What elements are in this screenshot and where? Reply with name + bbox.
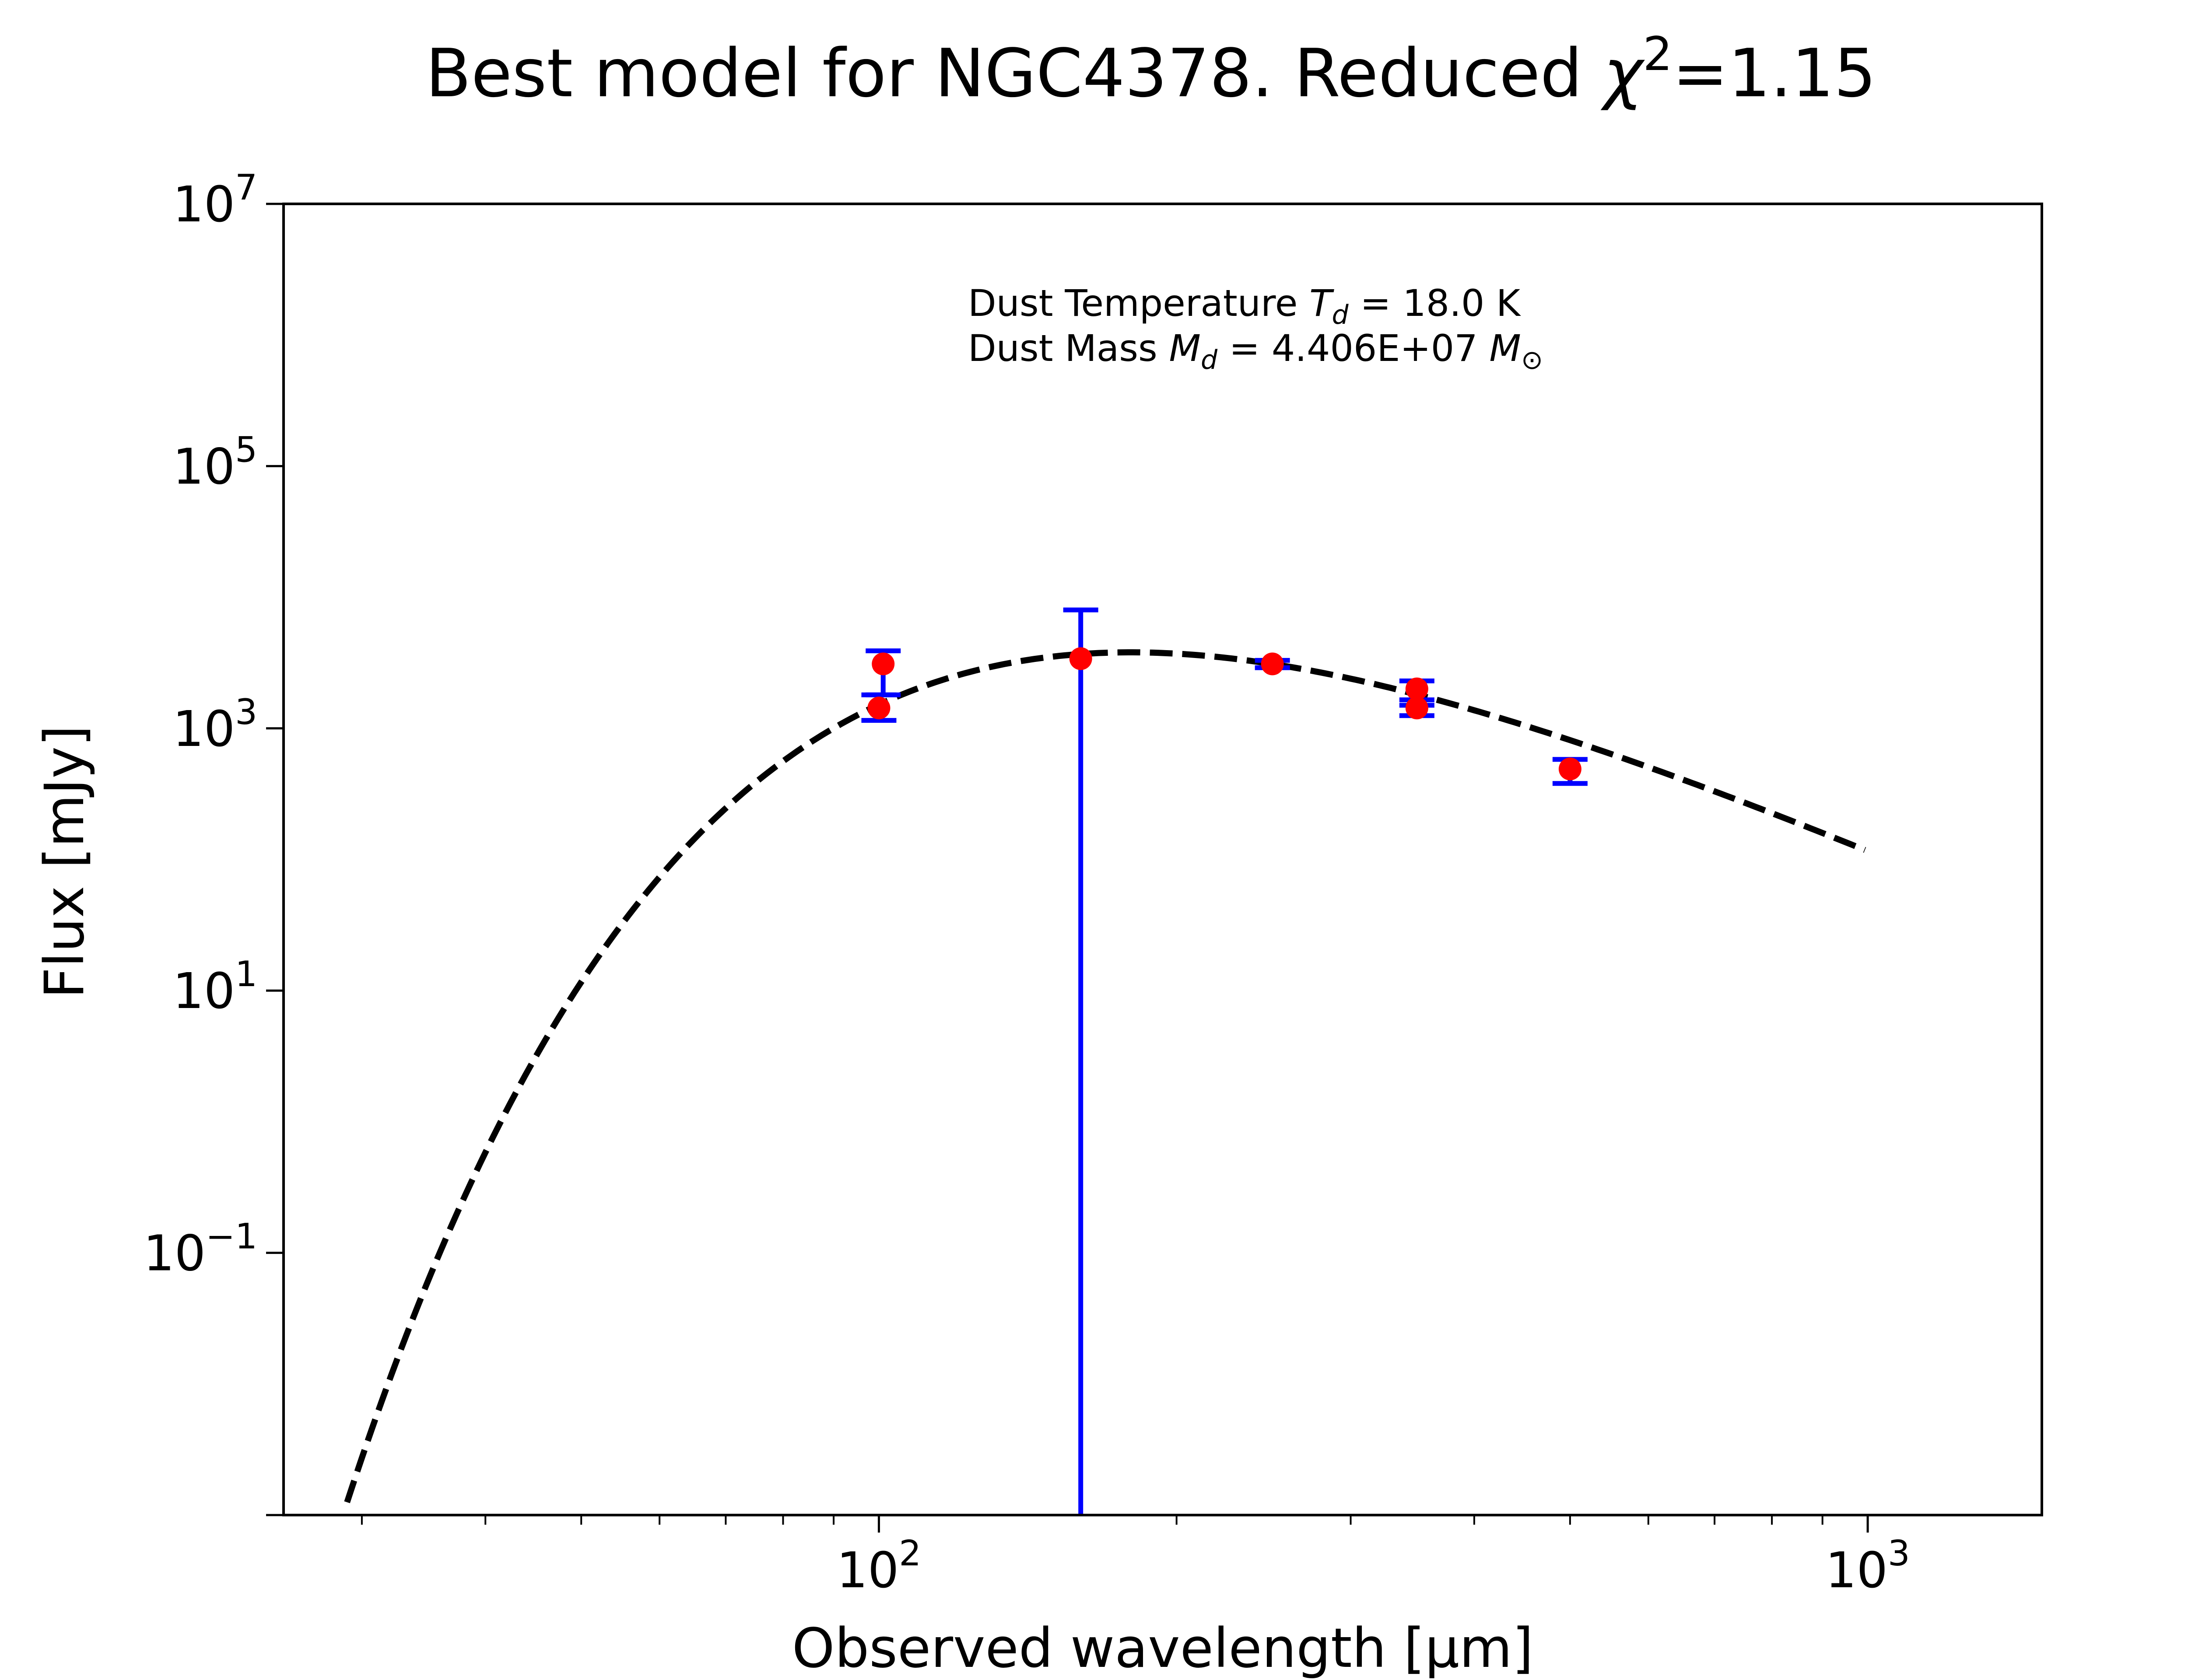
y-tick-label: 105 [173, 429, 257, 495]
data-point [1261, 652, 1284, 676]
x-axis-ticks: 102 103 [361, 1515, 1910, 1599]
dust-temperature-label: Dust Temperature Td = 18.0 K [968, 282, 1521, 330]
y-axis-ticks: 10−1 101 103 105 107 [144, 167, 284, 1516]
y-axis-label: Flux [mJy] [33, 725, 96, 999]
fit-annotation: Dust Temperature Td = 18.0 K Dust Mass M… [968, 282, 1543, 375]
data-point [1558, 757, 1581, 780]
errorbar [1063, 607, 1098, 1515]
x-tick-label: 102 [837, 1533, 921, 1599]
data-point [1405, 677, 1428, 700]
y-tick-label: 103 [173, 692, 257, 758]
data-point [867, 696, 891, 720]
data-point [1069, 647, 1092, 670]
errorbar-layer [861, 607, 1588, 1515]
y-tick-label: 10−1 [144, 1216, 257, 1282]
x-axis-label: Observed wavelength [μm] [792, 1617, 1533, 1680]
x-tick-label: 103 [1825, 1533, 1910, 1599]
data-point-layer [867, 647, 1581, 780]
dust-mass-label: Dust Mass Md = 4.406E+07 M⊙ [968, 327, 1543, 375]
data-point [872, 652, 895, 676]
chart-title: Best model for NGC4378. Reduced χ2=1.15 [425, 27, 1876, 112]
y-tick-label: 101 [173, 954, 257, 1020]
y-tick-label: 107 [173, 167, 257, 233]
plot-frame [282, 203, 2043, 1516]
data-point [1405, 696, 1428, 720]
model-curve-layer [344, 649, 1866, 1503]
model-curve [344, 649, 1866, 1503]
